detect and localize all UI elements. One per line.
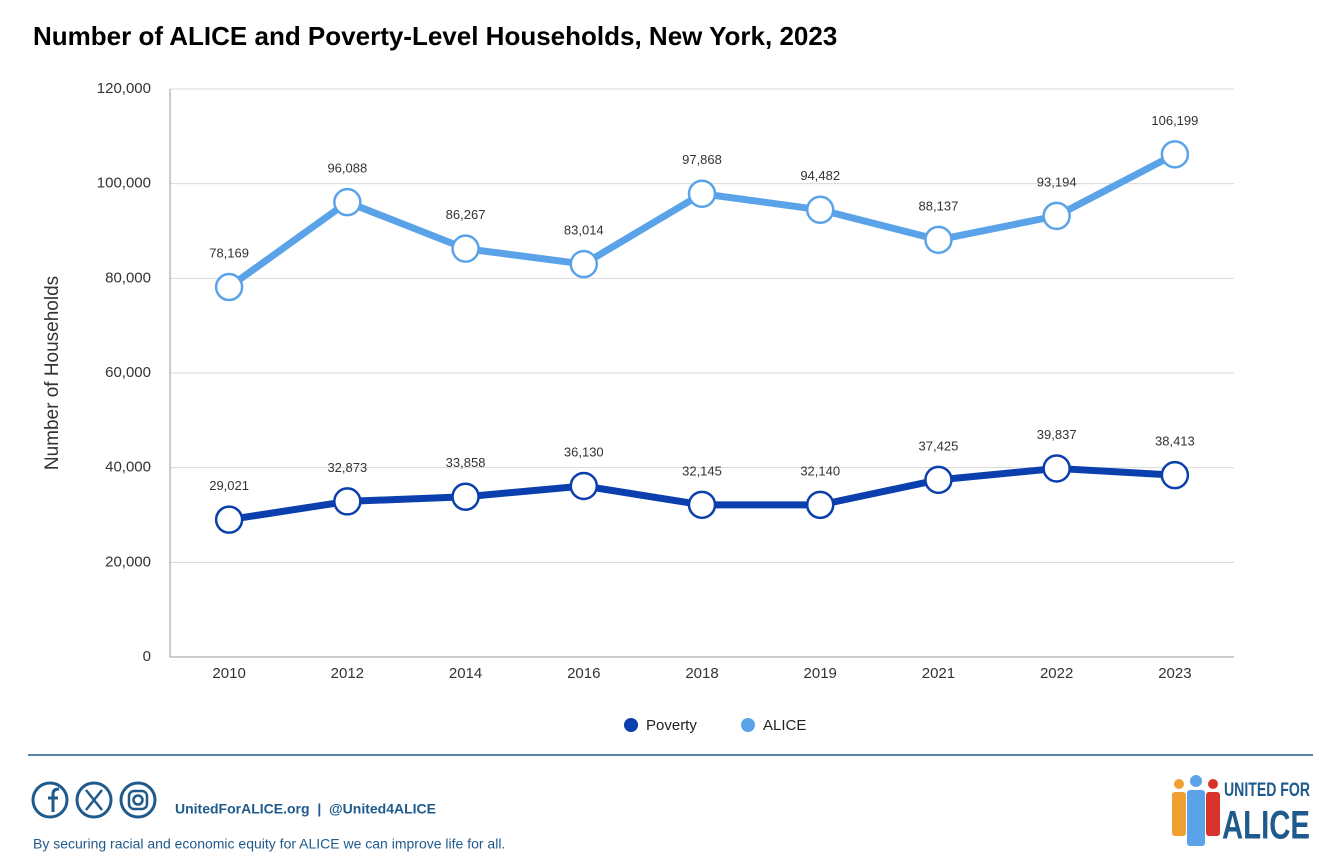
x-tick-label: 2010 (212, 665, 245, 682)
data-label: 32,873 (327, 460, 367, 475)
data-point (214, 505, 244, 534)
y-tick-label: 120,000 (97, 80, 151, 97)
legend-marker (624, 718, 638, 732)
logo: UNITED FOR ALICE (1172, 775, 1310, 848)
x-tick-label: 2018 (685, 665, 718, 682)
logo-text: UNITED FOR (1224, 780, 1310, 801)
x-tick-label: 2023 (1158, 665, 1191, 682)
data-label: 88,137 (919, 198, 959, 213)
x-glyph (85, 789, 103, 811)
y-tick-label: 80,000 (105, 269, 151, 286)
data-point (805, 490, 835, 520)
y-tick-label: 100,000 (97, 175, 151, 192)
plot-area: 0 20,000 40,000 60,000 80,000 100,000 120,000 2… (97, 80, 1234, 734)
data-point (333, 487, 362, 516)
logo-figure (1208, 779, 1218, 789)
legend-label: ALICE (763, 717, 806, 734)
facebook-icon[interactable] (31, 781, 69, 819)
instagram-icon[interactable] (119, 781, 157, 819)
footer-tagline: By securing racial and economic equity f… (33, 836, 505, 852)
data-point (569, 471, 599, 501)
facebook-glyph (48, 787, 60, 812)
logo-text: ALICE (1222, 804, 1310, 848)
instagram-lens (132, 794, 144, 806)
data-label: 36,130 (564, 444, 604, 459)
data-label: 29,021 (209, 478, 249, 493)
x-icon[interactable] (75, 781, 113, 819)
data-point (924, 225, 953, 255)
data-point (451, 234, 480, 263)
data-point (569, 249, 599, 279)
data-label: 32,145 (682, 463, 722, 478)
data-point (451, 482, 480, 511)
data-point (1160, 460, 1190, 490)
data-label: 86,267 (446, 207, 486, 222)
data-point (214, 272, 244, 302)
data-label: 83,014 (564, 223, 604, 238)
y-tick-label: 40,000 (105, 459, 151, 476)
logo-figure (1172, 792, 1186, 836)
x-tick-label: 2016 (567, 665, 600, 682)
data-point (1160, 140, 1190, 169)
data-label: 93,194 (1037, 174, 1077, 189)
data-label: 37,425 (919, 438, 959, 453)
data-label: 33,858 (446, 455, 486, 470)
logo-figure (1187, 790, 1205, 846)
data-point (1042, 454, 1071, 483)
x-tick-label: 2019 (804, 665, 837, 682)
data-point (1042, 201, 1071, 231)
legend-marker (741, 718, 755, 732)
data-point (805, 195, 835, 225)
logo-figure (1190, 775, 1202, 787)
x-tick-label: 2022 (1040, 665, 1073, 682)
y-tick-label: 60,000 (105, 364, 151, 381)
x-tick-label: 2014 (449, 665, 482, 682)
data-point (687, 179, 717, 209)
data-label: 94,482 (800, 168, 840, 183)
instagram-glyph (127, 789, 149, 811)
data-label: 97,868 (682, 152, 722, 167)
y-axis-title: Number of Households (42, 276, 63, 470)
data-point (687, 490, 717, 520)
footer-links[interactable]: UnitedForALICE.org | @United4ALICE (175, 801, 436, 817)
social-icons (31, 781, 157, 819)
x-tick-label: 2012 (331, 665, 364, 682)
logo-figure (1174, 779, 1184, 789)
logo-figure (1206, 792, 1220, 836)
y-tick-label: 0 (143, 648, 151, 665)
data-point (333, 187, 362, 217)
data-label: 96,088 (327, 161, 367, 176)
data-label: 32,140 (800, 463, 840, 478)
data-label: 39,837 (1037, 427, 1077, 442)
data-point (924, 465, 953, 495)
data-label: 38,413 (1155, 434, 1195, 449)
data-label: 106,199 (1151, 113, 1198, 128)
data-label: 78,169 (209, 245, 249, 260)
y-tick-label: 20,000 (105, 553, 151, 570)
x-tick-label: 2021 (922, 665, 955, 682)
legend-label: Poverty (646, 717, 697, 734)
series-line (227, 151, 1177, 290)
chart-title: Number of ALICE and Poverty-Level Househ… (33, 21, 837, 51)
